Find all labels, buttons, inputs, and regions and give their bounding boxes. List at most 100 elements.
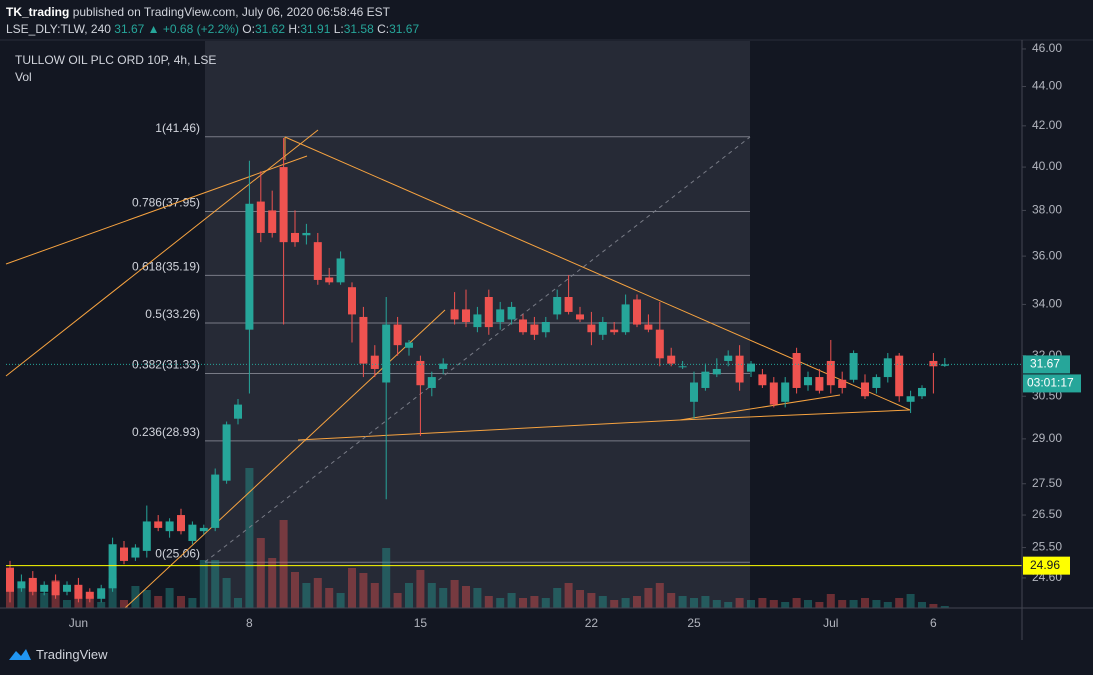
volume-bar [484, 596, 493, 608]
trend-line [5, 155, 308, 265]
candle-body [348, 287, 356, 315]
volume-bar [815, 602, 824, 608]
volume-bar [587, 593, 596, 608]
volume-bar [838, 600, 847, 608]
candle-body [519, 319, 527, 333]
candle-body [256, 201, 265, 233]
publish-line: TK_trading published on TradingView.com,… [6, 4, 419, 21]
candle-body [222, 424, 231, 481]
candle-body [473, 314, 482, 328]
volume-bar [576, 590, 584, 608]
candle-body [564, 296, 573, 312]
candle-body [735, 355, 744, 383]
volume-bar [883, 602, 892, 608]
x-tick-label: Jul [823, 616, 838, 630]
candle-body [758, 374, 767, 386]
volume-bar [336, 593, 345, 608]
volume-bar [256, 538, 265, 608]
candle-body [177, 515, 185, 532]
ohlc-value: 31.91 [300, 22, 331, 36]
volume-bar [507, 593, 516, 608]
candle-body [142, 521, 151, 551]
change-text: +0.68 (+2.2%) [162, 22, 239, 36]
volume-bar [268, 558, 277, 608]
volume-bar [553, 588, 562, 608]
volume-bar [97, 602, 106, 608]
countdown-label: 03:01:17 [1027, 376, 1074, 390]
volume-bar [724, 602, 733, 608]
candle-body [74, 584, 83, 599]
candle-body [336, 258, 345, 283]
volume-bar [154, 596, 163, 608]
volume-bar [735, 598, 744, 608]
candle-body [6, 567, 14, 592]
volume-bar [450, 580, 459, 608]
price-tag-label: 31.67 [1030, 357, 1060, 371]
volume-bar [405, 583, 413, 608]
last-price: 31.67 [114, 22, 145, 36]
volume-bar [131, 586, 140, 608]
volume-bar [427, 583, 436, 608]
candle-body [405, 342, 413, 348]
x-tick-label: Jun [69, 616, 88, 630]
fib-label: 1(41.46) [155, 121, 200, 135]
trend-line [297, 419, 681, 441]
volume-bar [63, 600, 71, 608]
volume-bar [598, 596, 607, 608]
candle-body [268, 210, 277, 233]
candle-body [188, 524, 197, 541]
ohlc-value: 31.62 [254, 22, 285, 36]
volume-bar [222, 578, 231, 608]
candle-body [598, 322, 607, 335]
candle-body [108, 544, 117, 589]
candle-body [393, 324, 402, 346]
candle-body [747, 363, 755, 372]
candle-body [621, 304, 630, 333]
volume-bar [142, 590, 151, 608]
candle-body [211, 474, 220, 528]
price-tag [1023, 556, 1070, 575]
volume-bar [416, 570, 425, 608]
candle-body [416, 360, 425, 386]
candle-body [370, 355, 379, 369]
candle-body [17, 581, 26, 589]
volume-bar [690, 598, 698, 608]
volume-bar [393, 593, 402, 608]
volume-bar [279, 520, 288, 608]
volume-bar [245, 468, 254, 608]
candle-body [234, 404, 242, 419]
candle-body [838, 379, 847, 388]
volume-bar [462, 586, 470, 608]
volume-bar [165, 588, 174, 608]
candle-body [131, 547, 140, 558]
volume-bar [382, 548, 391, 608]
price-tag [1023, 355, 1070, 374]
countdown-tag [1023, 374, 1081, 393]
volume-bar [918, 602, 926, 608]
y-tick-label: 27.50 [1032, 476, 1062, 490]
ohlc-key: O: [242, 22, 255, 36]
volume-bar [804, 600, 812, 608]
volume-bar [199, 560, 208, 608]
symbol: LSE_DLY:TLW, 240 [6, 22, 111, 36]
volume-bar [712, 600, 721, 608]
candle-body [861, 382, 869, 397]
candle-body [154, 521, 163, 528]
candle-body [815, 377, 824, 391]
chart: 1(41.46) 0.786(37.95) 0.618(35.19) 0.5(33.2… [0, 39, 1093, 640]
candle-body [291, 232, 299, 243]
candle-body [883, 358, 892, 378]
candle-body [804, 377, 812, 386]
volume-bar [313, 578, 322, 608]
candle-body [51, 581, 60, 596]
trend-line [284, 136, 911, 411]
volume-bar [769, 600, 778, 608]
candle-body [279, 167, 288, 243]
volume-bar [872, 600, 881, 608]
chart-title: TULLOW OIL PLC ORD 10P, 4h, LSE [15, 53, 216, 67]
fib-label: 0.5(33.26) [145, 307, 200, 321]
x-tick-label: 15 [414, 616, 428, 630]
fib-label: 0.618(35.19) [132, 260, 200, 274]
quote-line: LSE_DLY:TLW, 240 31.67 ▲ +0.68 (+2.2%) O… [6, 21, 419, 38]
